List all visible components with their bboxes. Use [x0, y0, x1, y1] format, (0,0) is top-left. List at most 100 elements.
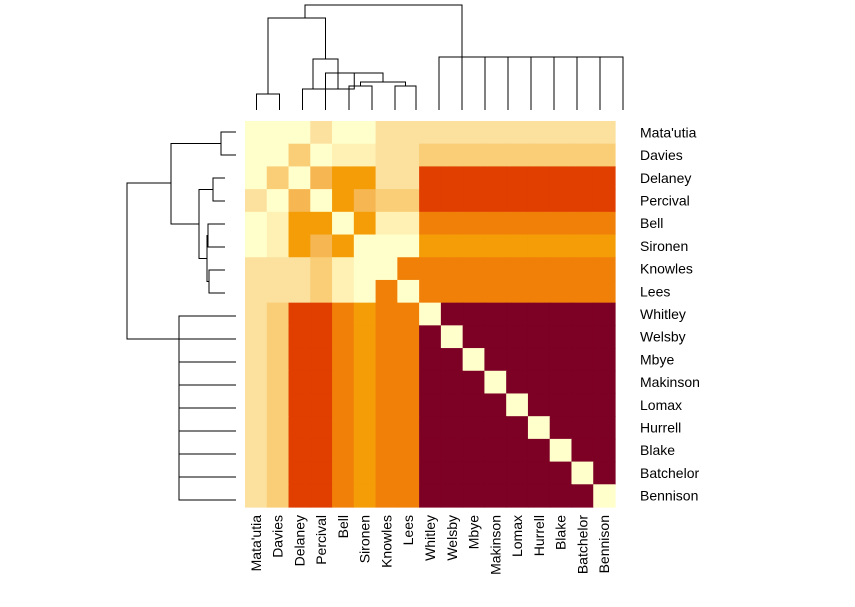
- cell-bennison-makinson: [484, 484, 507, 508]
- column-dendrogram-link: [360, 81, 406, 86]
- cell-percival-davies: [266, 189, 290, 213]
- cell-mata-utia-blake: [549, 121, 573, 145]
- row-label-batchelor: Batchelor: [640, 465, 699, 481]
- cell-knowles-sironen: [353, 257, 377, 281]
- cell-delaney-delaney: [288, 166, 311, 190]
- cell-batchelor-delaney: [288, 461, 311, 485]
- cell-makinson-makinson: [484, 370, 507, 395]
- row-label-bennison: Bennison: [640, 488, 698, 504]
- cell-hurrell-lomax: [506, 416, 529, 440]
- cell-mbye-davies: [266, 348, 290, 372]
- cell-lomax-mata-utia: [245, 393, 268, 417]
- cell-welsby-welsby: [440, 325, 464, 349]
- cell-sironen-sironen: [353, 234, 377, 258]
- cell-lees-welsby: [440, 279, 464, 304]
- cell-knowles-mata-utia: [245, 257, 268, 281]
- cell-davies-lomax: [506, 143, 529, 168]
- cell-sironen-bell: [332, 234, 355, 258]
- cell-whitley-hurrell: [527, 302, 551, 326]
- cell-bennison-lomax: [506, 484, 529, 508]
- cell-hurrell-davies: [266, 416, 290, 440]
- row-dendrogram-link: [178, 338, 236, 363]
- cell-percival-makinson: [484, 189, 507, 213]
- cell-lees-sironen: [353, 279, 377, 304]
- cell-bennison-bennison: [593, 484, 616, 508]
- column-dendrogram-link: [507, 56, 532, 110]
- cell-davies-mbye: [462, 143, 486, 168]
- cell-mbye-knowles: [375, 348, 398, 372]
- cell-bennison-delaney: [288, 484, 311, 508]
- cell-lees-delaney: [288, 279, 311, 304]
- cell-lees-whitley: [419, 279, 442, 304]
- col-label-percival: Percival: [313, 515, 329, 565]
- column-dendrogram-link: [599, 56, 624, 110]
- row-label-sironen: Sironen: [640, 238, 688, 254]
- column-dendrogram-link: [394, 85, 417, 110]
- cell-blake-davies: [266, 438, 290, 463]
- cell-davies-blake: [549, 143, 573, 168]
- cell-blake-whitley: [419, 438, 442, 463]
- cell-mata-utia-davies: [266, 121, 290, 145]
- cell-lees-mbye: [462, 279, 486, 304]
- cell-sironen-delaney: [288, 234, 311, 258]
- cell-hurrell-makinson: [484, 416, 507, 440]
- cell-bennison-knowles: [375, 484, 398, 508]
- cell-sironen-hurrell: [527, 234, 551, 258]
- cell-percival-bennison: [593, 189, 616, 213]
- col-label-bell: Bell: [335, 515, 351, 538]
- cell-bell-whitley: [419, 211, 442, 236]
- cell-mata-utia-lees: [397, 121, 420, 145]
- col-label-batchelor: Batchelor: [574, 515, 590, 574]
- cell-percival-knowles: [375, 189, 398, 213]
- cell-davies-welsby: [440, 143, 464, 168]
- cell-lees-bennison: [593, 279, 616, 304]
- cell-delaney-davies: [266, 166, 290, 190]
- col-label-knowles: Knowles: [378, 515, 394, 568]
- cell-mata-utia-whitley: [419, 121, 442, 145]
- cell-whitley-mata-utia: [245, 302, 268, 326]
- cell-delaney-knowles: [375, 166, 398, 190]
- cell-knowles-knowles: [375, 257, 398, 281]
- row-label-bell: Bell: [640, 215, 663, 231]
- cell-batchelor-sironen: [353, 461, 377, 485]
- cell-mata-utia-batchelor: [571, 121, 594, 145]
- cell-whitley-davies: [266, 302, 290, 326]
- row-label-makinson: Makinson: [640, 374, 700, 390]
- col-label-welsby: Welsby: [444, 515, 460, 561]
- cell-hurrell-batchelor: [571, 416, 594, 440]
- cell-welsby-blake: [549, 325, 573, 349]
- cell-percival-mbye: [462, 189, 486, 213]
- col-label-davies: Davies: [270, 515, 286, 558]
- cell-mbye-mata-utia: [245, 348, 268, 372]
- cell-bell-welsby: [440, 211, 464, 236]
- cell-knowles-blake: [549, 257, 573, 281]
- cell-welsby-batchelor: [571, 325, 594, 349]
- cell-sironen-davies: [266, 234, 290, 258]
- row-dendrogram-link: [208, 269, 225, 294]
- cell-makinson-lomax: [506, 370, 529, 395]
- cell-blake-hurrell: [527, 438, 551, 463]
- row-label-welsby: Welsby: [640, 329, 686, 345]
- column-dendrogram-link: [438, 56, 463, 110]
- cell-blake-blake: [549, 438, 573, 463]
- col-label-hurrell: Hurrell: [531, 515, 547, 556]
- cell-makinson-blake: [549, 370, 573, 395]
- cell-hurrell-bennison: [593, 416, 616, 440]
- cell-lees-batchelor: [571, 279, 594, 304]
- cell-bell-bell: [332, 211, 355, 236]
- cell-davies-makinson: [484, 143, 507, 168]
- row-dendrogram-link: [126, 182, 179, 340]
- cell-makinson-hurrell: [527, 370, 551, 395]
- cell-lees-davies: [266, 279, 290, 304]
- row-dendrogram-link: [212, 177, 225, 202]
- cell-welsby-hurrell: [527, 325, 551, 349]
- row-dendrogram-link: [178, 315, 236, 340]
- cell-knowles-hurrell: [527, 257, 551, 281]
- cell-bennison-hurrell: [527, 484, 551, 508]
- row-label-blake: Blake: [640, 442, 675, 458]
- cell-hurrell-hurrell: [527, 416, 551, 440]
- cell-davies-batchelor: [571, 143, 594, 168]
- cell-batchelor-bell: [332, 461, 355, 485]
- cell-makinson-mata-utia: [245, 370, 268, 395]
